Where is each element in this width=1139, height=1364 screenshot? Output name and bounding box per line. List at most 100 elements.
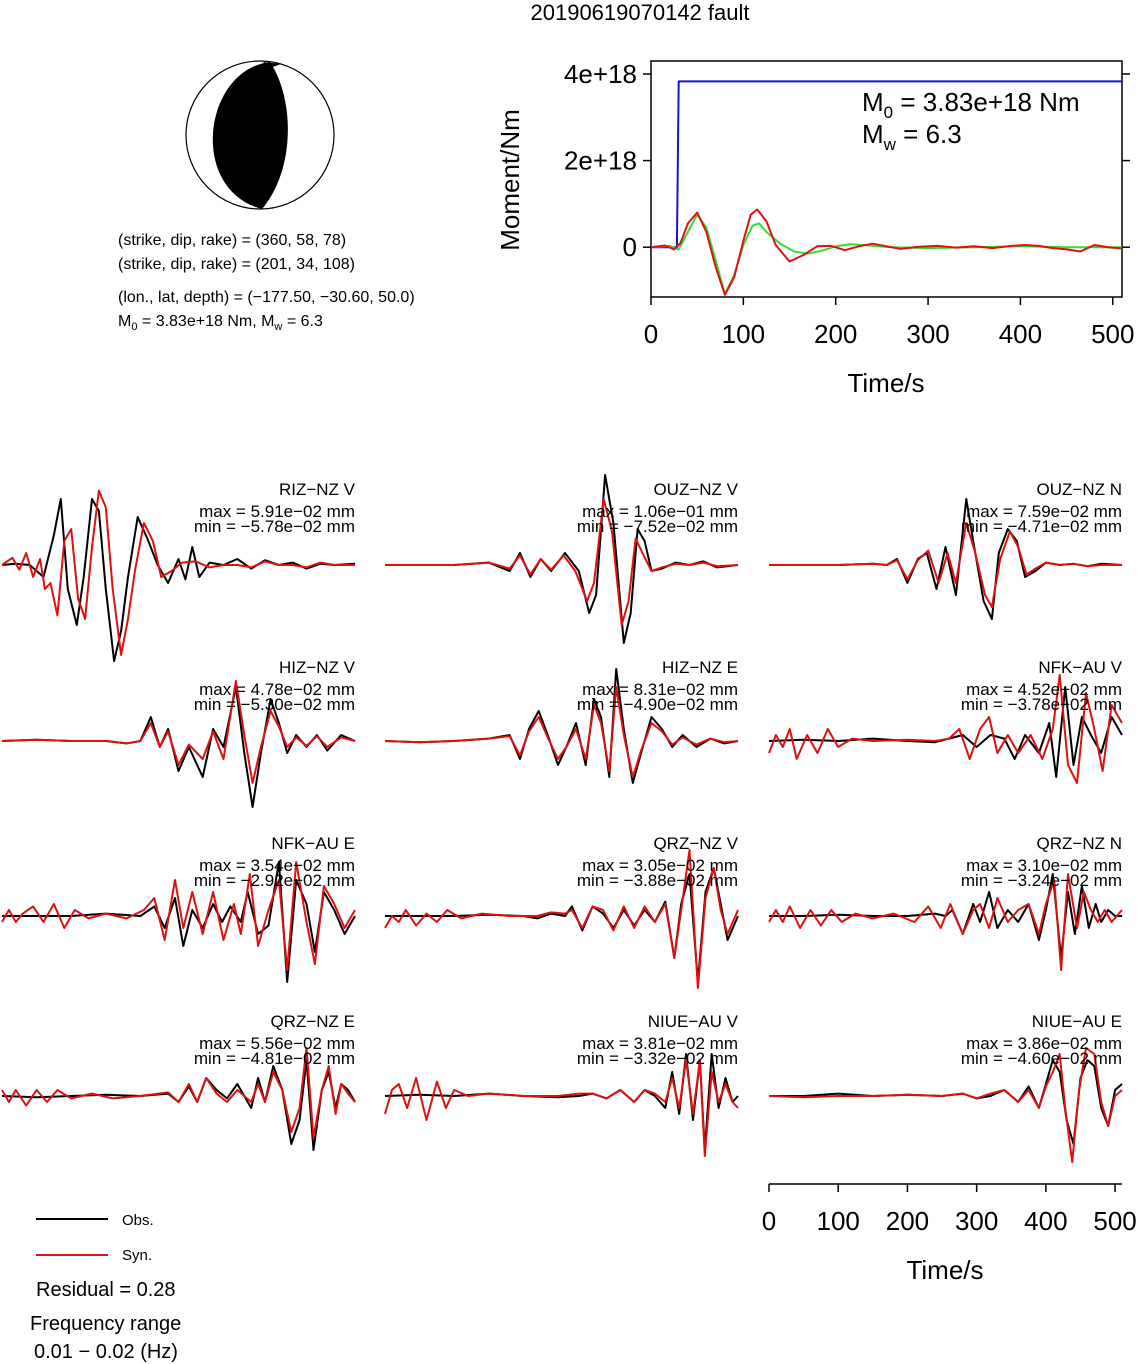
- amplitude-min-label: min = −3.24e−02 mm: [961, 871, 1122, 890]
- amplitude-min-label: min = −3.32e−02 mm: [577, 1049, 738, 1068]
- station-label: NFK−AU V: [1038, 658, 1122, 677]
- amplitude-max-label: max = 3.10e−02 mm: [966, 856, 1122, 875]
- time-axis-tick-label: 500: [1093, 1206, 1136, 1236]
- time-axis-tick-label: 400: [1024, 1206, 1067, 1236]
- moment-xlabel: Time/s: [847, 368, 924, 398]
- moment-xtick-label: 400: [999, 319, 1042, 349]
- page-title: 20190619070142 fault: [530, 0, 750, 25]
- amplitude-max-label: max = 3.05e−02 mm: [582, 856, 738, 875]
- moment-m0-label: M: [118, 313, 132, 330]
- amplitude-min-label: min = −2.92e−02 mm: [194, 871, 355, 890]
- time-axis-tick-label: 200: [886, 1206, 929, 1236]
- station-label: QRZ−NZ E: [270, 1012, 355, 1031]
- observed-waveform: [769, 873, 1122, 959]
- station-label: RIZ−NZ V: [279, 480, 356, 499]
- synthetic-waveform: [384, 849, 739, 989]
- legend-syn-label: Syn.: [122, 1247, 153, 1264]
- station-label: OUZ−NZ V: [653, 480, 738, 499]
- synthetic-waveform: [1, 1047, 356, 1139]
- moment-plot-frame: [650, 60, 1123, 298]
- amplitude-max-label: max = 3.54e−02 mm: [199, 856, 355, 875]
- moment-xtick-label: 300: [906, 319, 949, 349]
- moment-mw-subscript: w: [274, 321, 283, 334]
- legend-obs-label: Obs.: [122, 1212, 154, 1229]
- station-label: NIUE−AU E: [1032, 1012, 1122, 1031]
- amplitude-max-label: max = 1.06e−01 mm: [582, 502, 738, 521]
- moment-y-axis: 0 2e+18 4e+18: [564, 59, 1130, 262]
- amplitude-max-label: max = 5.91e−02 mm: [199, 502, 355, 521]
- synthetic-waveform: [384, 686, 739, 778]
- moment-xtick-label: 0: [644, 319, 658, 349]
- synthetic-waveform: [768, 674, 1123, 784]
- station-label: NFK−AU E: [271, 834, 355, 853]
- observed-waveform: [2, 861, 356, 983]
- focal-mechanism-beachball: [185, 60, 335, 210]
- moment-rate-plot: 0 2e+18 4e+18 0 100 200 300 400 500 M0 = 3.83e+…: [495, 59, 1134, 398]
- time-axis-tick-label: 300: [955, 1206, 998, 1236]
- observed-waveform: [1, 1059, 356, 1151]
- synthetic-waveform: [1, 861, 356, 971]
- moment-m0-subscript: 0: [131, 321, 138, 334]
- location-text: (lon., lat, depth) = (−177.50, −30.60, 5…: [118, 289, 415, 306]
- nodal-plane-2-text: (strike, dip, rake) = (201, 34, 108): [118, 256, 355, 273]
- station-label: NIUE−AU V: [648, 1012, 739, 1031]
- observed-waveform: [385, 474, 739, 644]
- moment-ytick-label: 4e+18: [564, 59, 637, 89]
- moment-ytick-label: 0: [623, 232, 637, 262]
- synthetic-waveform: [768, 1047, 1123, 1163]
- synthetic-waveform: [384, 1059, 739, 1157]
- moment-rate-line: [650, 208, 1123, 296]
- moment-xtick-label: 100: [722, 319, 765, 349]
- beachball-compressional-sliver: [263, 62, 281, 68]
- moment-text: M0 = 3.83e+18 Nm, Mw = 6.3: [118, 313, 323, 333]
- amplitude-min-label: min = −4.90e−02 mm: [577, 695, 738, 714]
- amplitude-min-label: min = −3.88e−02 mm: [577, 871, 738, 890]
- time-axis-label: Time/s: [906, 1255, 983, 1285]
- moment-xtick-label: 200: [814, 319, 857, 349]
- moment-series: [650, 80, 1123, 296]
- station-label: OUZ−NZ N: [1037, 480, 1122, 499]
- moment-ylabel: Moment/Nm: [495, 109, 525, 251]
- moment-x-axis: 0 100 200 300 400 500: [644, 297, 1134, 349]
- station-label: QRZ−NZ V: [653, 834, 738, 853]
- station-label: HIZ−NZ E: [662, 658, 738, 677]
- moment-mw-value: = 6.3: [282, 313, 323, 330]
- amplitude-max-label: max = 3.86e−02 mm: [966, 1034, 1122, 1053]
- moment-ytick-label: 2e+18: [564, 146, 637, 176]
- waveform-time-axis: 0 100 200 300 400 500 Time/s: [762, 1183, 1137, 1285]
- moment-rest: = 3.83e+18 Nm, M: [137, 313, 275, 330]
- station-label: QRZ−NZ N: [1037, 834, 1122, 853]
- amplitude-max-label: max = 4.52e−02 mm: [966, 680, 1122, 699]
- synthetic-waveform: [769, 522, 1122, 608]
- moment-mw-annotation: Mw = 6.3: [862, 119, 962, 154]
- synthetic-waveform: [385, 498, 739, 626]
- amplitude-max-label: max = 3.81e−02 mm: [582, 1034, 738, 1053]
- amplitude-min-label: min = −4.81e−02 mm: [194, 1049, 355, 1068]
- amplitude-min-label: min = −5.30e−02 mm: [194, 695, 355, 714]
- time-axis-ticks: 0 100 200 300 400 500: [762, 1184, 1137, 1236]
- amplitude-min-label: min = −7.52e−02 mm: [577, 517, 738, 536]
- synthetic-waveform: [1, 680, 356, 784]
- time-axis-tick-label: 0: [762, 1206, 776, 1236]
- amplitude-max-label: max = 5.56e−02 mm: [199, 1034, 355, 1053]
- amplitude-min-label: min = −4.60e−02 mm: [961, 1049, 1122, 1068]
- synthetic-waveform: [768, 873, 1123, 971]
- nodal-plane-1-text: (strike, dip, rake) = (360, 58, 78): [118, 232, 347, 249]
- frequency-range-value: 0.01 − 0.02 (Hz): [34, 1341, 178, 1363]
- synthetic-waveform: [1, 489, 355, 656]
- amplitude-max-label: max = 8.31e−02 mm: [582, 680, 738, 699]
- amplitude-min-label: min = −4.71e−02 mm: [961, 517, 1122, 536]
- moment-m0-annotation: M0 = 3.83e+18 Nm: [862, 87, 1080, 122]
- residual-text: Residual = 0.28: [36, 1279, 176, 1301]
